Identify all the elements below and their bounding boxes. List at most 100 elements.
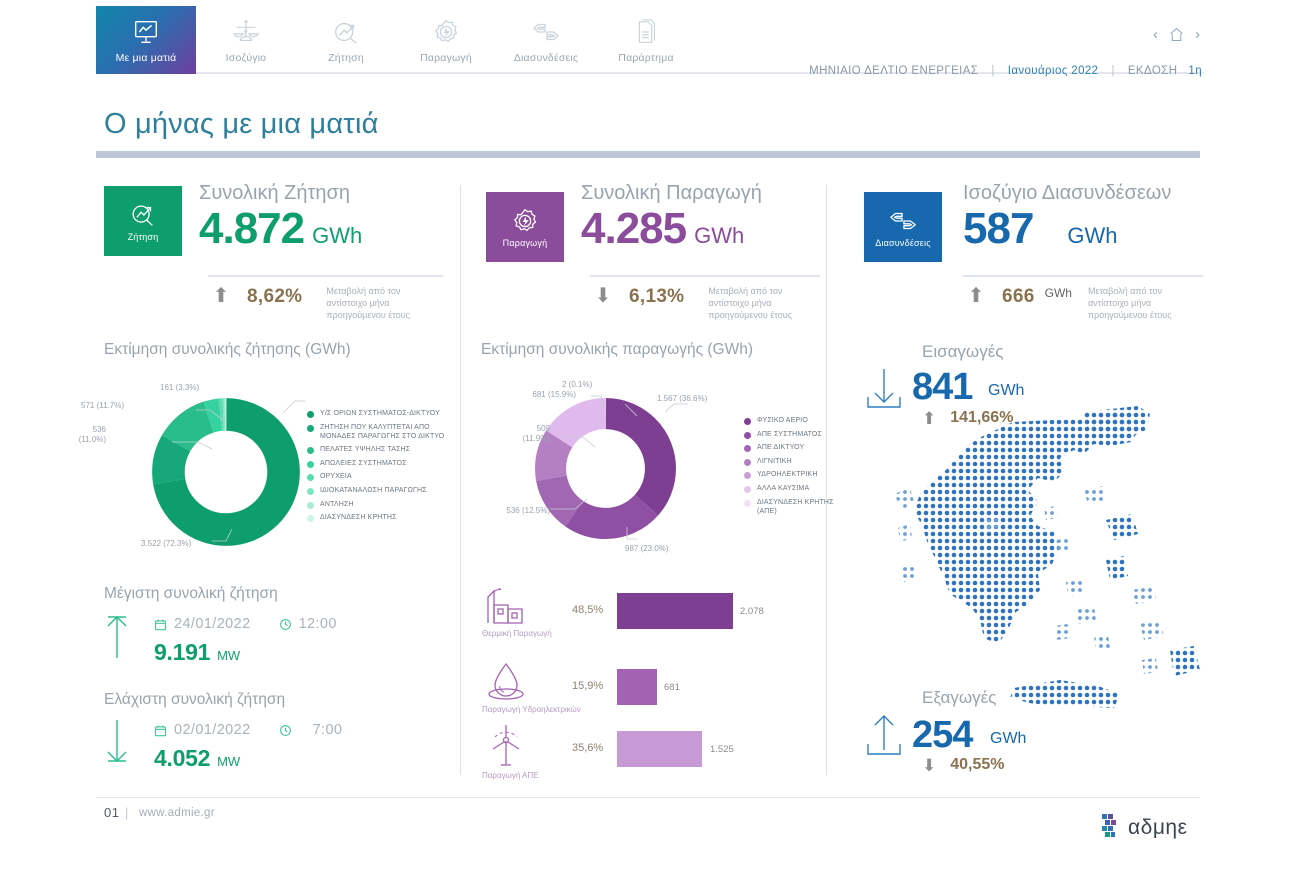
legend-item: ΙΔΙΟΚΑΤΑΝΑΛΩΣΗ ΠΑΡΑΓΩΓΗΣ [307, 486, 467, 496]
legend-dot-icon [744, 485, 751, 493]
calendar-icon [154, 618, 167, 631]
nav-label-at-a-glance: Με μια ματιά [115, 51, 177, 64]
legend-item: ΑΠΩΛΕΙΕΣ ΣΥΣΤΗΜΑΤΟΣ [307, 459, 467, 468]
meta-separator-2: | [1111, 65, 1115, 77]
production-bar-caption: Θερμική Παραγωγή [482, 629, 552, 638]
header-navigation-arrows: ‹ › [1153, 26, 1200, 43]
legend-label: ΔΙΑΣΥΝΔΕΣΗ ΚΡΗΤΗΣ [320, 514, 397, 522]
imports-delta-value: 141,66% [950, 409, 1014, 426]
production-bar-res: Παραγωγή ΑΠΕ 35,6% 1.525 [482, 721, 822, 780]
bulletin-label: ΜΗΝΙΑΙΟ ΔΕΛΤΙΟ ΕΝΕΡΓΕΙΑΣ [809, 65, 979, 77]
nav-items: Με μια ματιά Ισοζύγιο [96, 6, 696, 74]
nav-label-production: Παραγωγή [420, 51, 472, 64]
legend-dot-icon [307, 474, 314, 482]
legend-label: ΛΙΓΝΙΤΙΚΗ [757, 457, 792, 465]
footer-logo: αδμηε [1100, 812, 1187, 843]
legend-dot-icon [744, 418, 751, 425]
nav-item-appendix[interactable]: Παράρτημα [596, 6, 696, 74]
production-bar-thermal: Θερμική Παραγωγή 48,5% 2.078 [482, 583, 822, 639]
legend-item: ΛΙΓΝΙΤΙΚΗ [744, 457, 844, 466]
nav-item-production[interactable]: Παραγωγή [396, 6, 496, 74]
header-meta: ΜΗΝΙΑΙΟ ΔΕΛΤΙΟ ΕΝΕΡΓΕΙΑΣ | Ιανουάριος 20… [809, 65, 1202, 77]
kpi-tile-label-demand: Ζήτηση [127, 232, 159, 242]
kpi-delta-value-production: 6,13% [629, 286, 685, 307]
legend-label: ΑΝΤΛΗΣΗ [320, 500, 354, 508]
kpi-card-interconnection-balance: Διασυνδέσεις Ισοζύγιο Διασυνδέσεων 587 G… [864, 182, 1204, 322]
header-right: ‹ › ΜΗΝΙΑΙΟ ΔΕΛΤΙΟ ΕΝΕΡΓΕΙΑΣ | Ιανουάριο… [734, 6, 1204, 77]
exports-heading: Εξαγωγές [922, 688, 997, 707]
meta-separator-1: | [991, 65, 995, 77]
production-donut-chart [533, 395, 688, 541]
production-chart-heading: Εκτίμηση συνολικής παραγωγής (GWh) [481, 341, 753, 358]
kpi-value-demand: 4.872 [199, 204, 305, 253]
demand-magnifier-icon [132, 205, 153, 226]
kpi-divider-interconnections [963, 275, 1203, 277]
imports-heading: Εισαγωγές [922, 342, 1004, 361]
nav-item-interconnections[interactable]: Διασυνδέσεις [496, 6, 596, 74]
min-demand-datetime: 02/01/2022 7:00 [154, 722, 342, 738]
min-demand-arrow-down-icon [104, 718, 130, 766]
legend-item: ΑΝΤΛΗΣΗ [307, 500, 467, 509]
nav-item-at-a-glance[interactable]: Με μια ματιά [96, 6, 196, 74]
min-demand-date: 02/01/2022 [174, 722, 251, 738]
clock-icon [279, 618, 292, 631]
legend-label: ΠΕΛΑΤΕΣ ΥΨΗΛΗΣ ΤΑΣΗΣ [320, 446, 411, 454]
max-demand-time: 12:00 [298, 616, 337, 632]
at-a-glance-icon [131, 17, 161, 47]
legend-dot-icon [307, 447, 314, 455]
kpi-title-demand: Συνολική Ζήτηση [199, 182, 350, 204]
nav-item-balance[interactable]: Ισοζύγιο [196, 6, 296, 74]
nav-label-balance: Ισοζύγιο [225, 51, 267, 64]
kpi-value-interconnections: 587 [963, 204, 1034, 253]
legend-label: Υ/Σ ΟΡΙΩΝ ΣΥΣΤΗΜΑΤΟΣ-ΔΙΚΤΥΟΥ [320, 410, 440, 417]
production-legend: ΦΥΣΙΚΟ ΑΕΡΙΟ ΑΠΕ ΣΥΣΤΗΜΑΤΟΣ ΑΠΕ ΔΙΚΤΥΟΥ … [744, 416, 844, 520]
exports-unit: GWh [990, 730, 1027, 747]
min-demand-value-row: 4.052 MW [154, 745, 240, 772]
legend-item: ΟΡΥΧΕΙΑ [307, 472, 467, 482]
download-arrow-icon [862, 365, 906, 415]
footer-url[interactable]: www.admie.gr [139, 807, 215, 819]
kpi-delta-value-interconnections: 666 [1002, 286, 1035, 307]
exports-value: 254 [912, 714, 973, 756]
nav-label-interconnections: Διασυνδέσεις [513, 51, 579, 64]
kpi-tile-label-production: Παραγωγή [502, 238, 548, 248]
production-bar-percent: 48,5% [572, 604, 604, 616]
kpi-card-total-demand: Ζήτηση Συνολική Ζήτηση 4.872 GWh ⬆ 8,62%… [104, 182, 444, 320]
demand-magnifier-icon [331, 17, 361, 47]
kpi-delta-demand: ⬆ 8,62% Μεταβολή από τον αντίστοιχο μήνα… [209, 286, 430, 322]
edition-value: 1η [1188, 65, 1202, 77]
imports-unit: GWh [988, 382, 1025, 399]
legend-item: ΑΠΕ ΔΙΚΤΥΟΥ [744, 443, 844, 453]
footer-page-number: 01 [104, 805, 120, 820]
home-icon[interactable] [1168, 26, 1185, 43]
chevron-left-icon[interactable]: ‹ [1153, 26, 1158, 43]
kpi-note-interconnections: Μεταβολή από τον αντίστοιχο μήνα προηγού… [1087, 286, 1172, 320]
production-slice-label-1: 987 (23.0%) [625, 544, 669, 553]
max-demand-unit: MW [217, 648, 241, 663]
kpi-note-demand: Μεταβολή από τον αντίστοιχο μήνα προηγού… [326, 286, 410, 320]
legend-item: ΥΔΡΟΗΛΕΚΤΡΙΚΗ [744, 470, 844, 480]
legend-item: ΔΙΑΣΥΝΔΕΣΗ ΚΡΗΤΗΣ (ΑΠΕ) [744, 498, 844, 516]
production-donut-svg [535, 398, 676, 539]
interconnections-arrows-icon [890, 212, 916, 230]
thermal-plant-icon [482, 583, 532, 627]
production-bar-value: 681 [664, 682, 680, 693]
production-bar-hydro: Παραγωγή Υδροηλεκτρικών 15,9% 681 [482, 659, 822, 715]
legend-label: ΙΔΙΟΚΑΤΑΝΑΛΩΣΗ ΠΑΡΑΓΩΓΗΣ [320, 487, 427, 495]
arrow-down-icon: ⬇ [922, 755, 937, 775]
max-demand-value-row: 9.191 MW [154, 639, 240, 666]
legend-item: ΑΠΕ ΣΥΣΤΗΜΑΤΟΣ [744, 430, 844, 439]
production-slice-label-5: 2 (0.1%) [562, 380, 593, 389]
min-demand-time: 7:00 [312, 722, 343, 738]
kpi-tile-production: Παραγωγή [486, 192, 564, 262]
kpi-unit-interconnections: GWh [1067, 223, 1118, 248]
exports-delta: ⬇ 40,55% [922, 756, 1005, 774]
production-leader-lines [551, 395, 688, 540]
imports-value: 841 [912, 366, 973, 408]
appendix-document-icon [631, 17, 661, 47]
nav-item-demand[interactable]: Ζήτηση [296, 6, 396, 74]
chevron-right-icon[interactable]: › [1195, 26, 1200, 43]
kpi-delta-production: ⬇ 6,13% Μεταβολή από τον αντίστοιχο μήνα… [591, 286, 808, 322]
kpi-card-total-production: Παραγωγή Συνολική Παραγωγή 4.285 GWh ⬇ 6… [486, 182, 826, 322]
arrow-up-icon: ⬆ [922, 408, 937, 428]
